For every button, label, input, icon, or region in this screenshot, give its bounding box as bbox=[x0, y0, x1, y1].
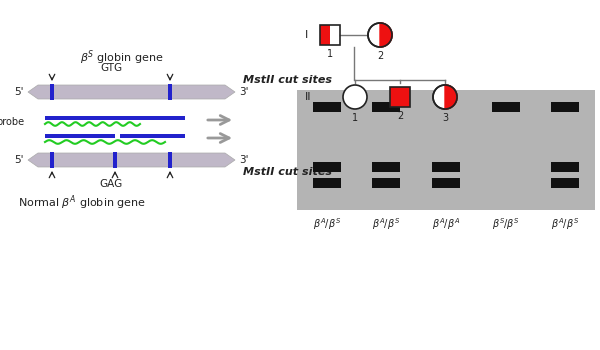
Bar bbox=[432, 178, 460, 188]
Bar bbox=[168, 84, 172, 100]
Bar bbox=[50, 84, 54, 100]
Bar bbox=[432, 162, 460, 172]
Polygon shape bbox=[445, 85, 457, 109]
Text: 3': 3' bbox=[239, 155, 248, 165]
Text: 5': 5' bbox=[14, 155, 24, 165]
Text: 3: 3 bbox=[442, 113, 448, 123]
Text: 2: 2 bbox=[397, 111, 403, 121]
Bar bbox=[45, 116, 185, 120]
Bar bbox=[297, 90, 595, 210]
Text: MstII cut sites: MstII cut sites bbox=[243, 167, 332, 177]
Bar bbox=[373, 102, 400, 112]
Bar bbox=[491, 102, 520, 112]
Bar bbox=[390, 87, 410, 107]
Bar bbox=[313, 102, 341, 112]
Bar bbox=[320, 25, 340, 45]
Text: $\beta^A$/$\beta^A$: $\beta^A$/$\beta^A$ bbox=[432, 216, 460, 232]
Text: II: II bbox=[305, 92, 311, 102]
Bar bbox=[313, 178, 341, 188]
Circle shape bbox=[368, 23, 392, 47]
Bar bbox=[373, 178, 400, 188]
Text: 3': 3' bbox=[239, 87, 248, 97]
Text: GAG: GAG bbox=[100, 179, 122, 189]
Text: 1: 1 bbox=[352, 113, 358, 123]
Bar bbox=[120, 134, 185, 138]
Bar bbox=[320, 25, 330, 45]
Bar bbox=[113, 152, 117, 168]
Text: $\beta^S$/$\beta^S$: $\beta^S$/$\beta^S$ bbox=[491, 216, 520, 232]
Text: GTG: GTG bbox=[100, 63, 122, 73]
Bar bbox=[313, 162, 341, 172]
Text: 5': 5' bbox=[14, 87, 24, 97]
Text: $\beta^A$/$\beta^S$: $\beta^A$/$\beta^S$ bbox=[551, 216, 580, 232]
Bar bbox=[551, 178, 579, 188]
Bar bbox=[551, 162, 579, 172]
Text: 1: 1 bbox=[327, 49, 333, 59]
Text: $\beta^S$ globin gene: $\beta^S$ globin gene bbox=[80, 48, 164, 67]
Text: 2: 2 bbox=[377, 51, 383, 61]
Bar bbox=[45, 134, 115, 138]
Bar bbox=[373, 162, 400, 172]
Text: probe: probe bbox=[0, 117, 24, 127]
Text: MstII cut sites: MstII cut sites bbox=[243, 75, 332, 85]
Polygon shape bbox=[28, 153, 235, 167]
Text: $\beta^A$/$\beta^S$: $\beta^A$/$\beta^S$ bbox=[372, 216, 401, 232]
Bar bbox=[551, 102, 579, 112]
Bar bbox=[50, 152, 54, 168]
Text: $\beta^A$/$\beta^S$: $\beta^A$/$\beta^S$ bbox=[313, 216, 341, 232]
Text: Normal $\beta^A$ globin gene: Normal $\beta^A$ globin gene bbox=[18, 193, 146, 212]
Polygon shape bbox=[380, 23, 392, 47]
Bar bbox=[168, 152, 172, 168]
Polygon shape bbox=[28, 85, 235, 99]
Circle shape bbox=[343, 85, 367, 109]
Text: I: I bbox=[305, 30, 308, 40]
Circle shape bbox=[433, 85, 457, 109]
